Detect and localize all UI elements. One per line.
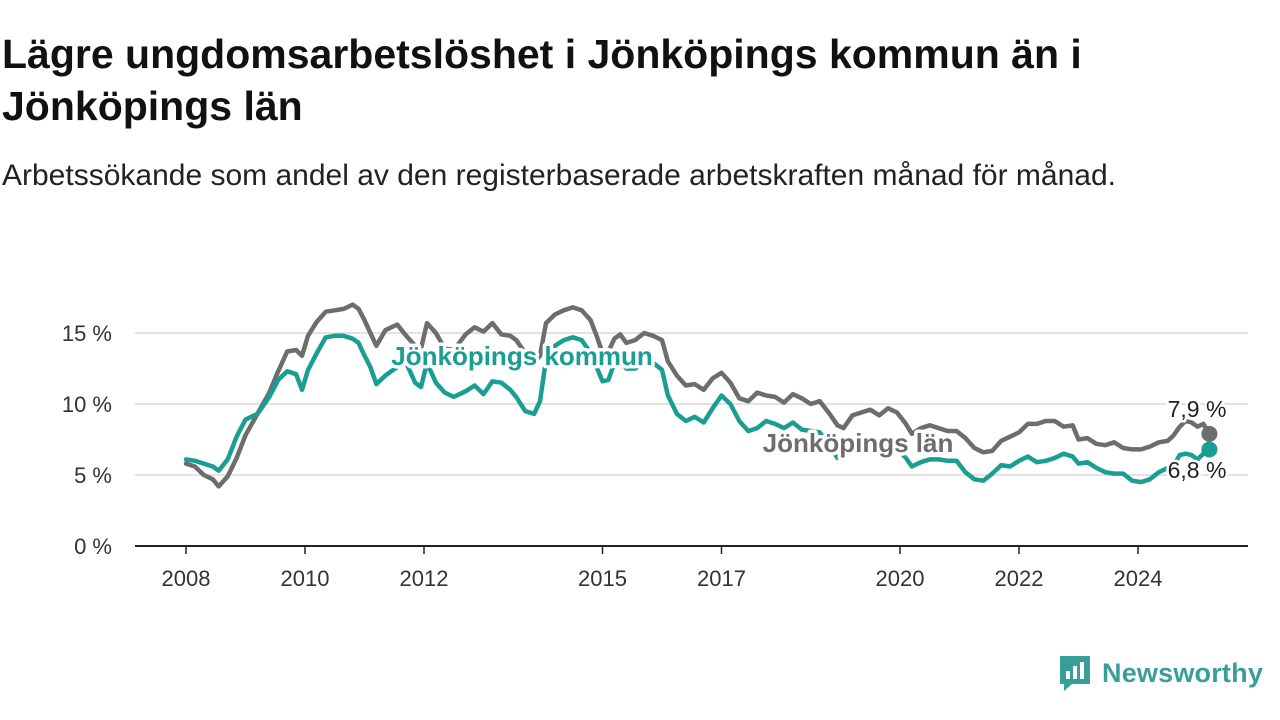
y-tick-label-15: 15 %	[62, 321, 112, 346]
x-axis: 0 % 5 % 10 % 15 % 2008 2010 2012 2015 2017 2020 20…	[62, 321, 1248, 591]
series-end-marker-0	[1201, 425, 1218, 442]
x-tick-label-2022: 2022	[995, 566, 1044, 591]
newsworthy-logo: Newsworthy	[1058, 654, 1263, 692]
series-name-label-0: Jönköpings län	[763, 428, 954, 458]
x-tick-label-2008: 2008	[162, 566, 211, 591]
series-end-marker-1	[1201, 441, 1218, 458]
grid-layer	[135, 332, 1248, 476]
x-tick-label-2024: 2024	[1114, 566, 1163, 591]
chart-subtitle: Arbetssökande som andel av den registerb…	[2, 159, 1116, 192]
x-tick-label-2017: 2017	[697, 566, 746, 591]
x-tick-label-2015: 2015	[578, 566, 627, 591]
y-tick-label-5: 5 %	[74, 463, 112, 488]
chart-title: Lägre ungdomsarbetslöshet i Jönköpings k…	[2, 31, 1082, 129]
series-line-1	[183, 333, 1212, 485]
y-tick-label-10: 10 %	[62, 392, 112, 417]
series-end-label-0: 7,9 %	[1168, 396, 1227, 422]
newsworthy-logo-text: Newsworthy	[1102, 657, 1264, 688]
x-tick-label-2010: 2010	[281, 566, 330, 591]
series-name-label-1: Jönköpings kommun	[391, 341, 652, 371]
x-tick-label-2012: 2012	[400, 566, 449, 591]
x-tick-label-2020: 2020	[876, 566, 925, 591]
series-line-0	[183, 302, 1212, 489]
series-end-label-1: 6,8 %	[1168, 457, 1227, 483]
series-layer	[183, 302, 1218, 489]
newsworthy-logo-icon	[1060, 656, 1090, 691]
label-layer: Jönköpings län Jönköpings kommun 7,9 % 6,8 …	[388, 338, 1229, 486]
y-tick-label-0: 0 %	[74, 534, 112, 559]
